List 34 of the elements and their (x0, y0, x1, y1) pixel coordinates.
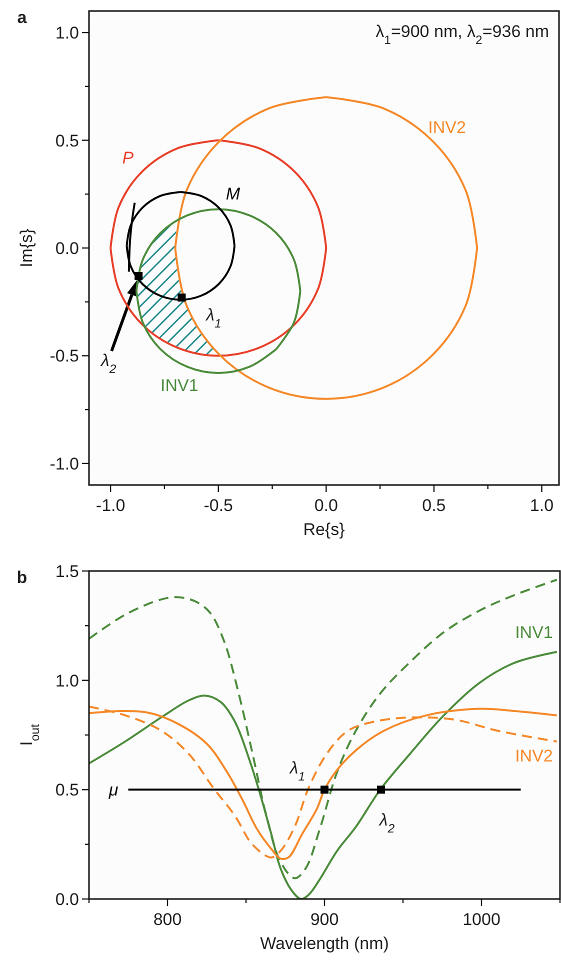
x-tick-label: 800 (153, 910, 182, 929)
y-tick-label: 0.0 (55, 239, 79, 258)
series-label: P (122, 148, 134, 168)
chart-title: b (16, 568, 28, 587)
y-tick-label: -0.5 (50, 346, 79, 366)
y-tick-label: 0.0 (55, 890, 79, 909)
chart-title: a (17, 8, 28, 27)
x-tick-label: 0.5 (422, 496, 446, 515)
annotation: λ$_{2}$ (378, 810, 395, 836)
series-label: INV1 (160, 376, 198, 396)
series-label: INV2 (515, 746, 553, 766)
x-axis-title: Wavelength (nm) (260, 934, 389, 953)
y-tick-label: 0.5 (55, 780, 79, 800)
y-tick-label: 1.0 (55, 671, 79, 690)
annotation: λ$_{1}$ (288, 758, 306, 784)
series-label: μ (108, 780, 119, 800)
annotation: λ$_{1}$ (205, 306, 222, 331)
x-tick-label: 0.0 (314, 496, 338, 515)
y-tick-label: 0.5 (55, 131, 79, 150)
x-tick-label: -0.5 (204, 496, 234, 515)
x-tick-label: 1.0 (530, 496, 554, 515)
x-axis-title: Re{s} (303, 520, 346, 539)
y-axis-title: Im{s} (17, 228, 36, 268)
x-tick-label: 1000 (462, 910, 500, 929)
x-tick-label: 900 (310, 910, 339, 929)
annotation: λ$_{2}$ (100, 351, 116, 376)
x-tick-label: -1.0 (96, 496, 126, 515)
y-tick-label: -1.0 (50, 454, 79, 474)
y-tick-label: 1.5 (55, 562, 79, 581)
series-label: INV1 (515, 622, 553, 642)
y-tick-label: 1.0 (55, 24, 79, 43)
series-label: INV2 (428, 118, 466, 138)
annotation: λ$_{1}$=900 nm, λ$_{2}$=936 nm (376, 22, 549, 47)
series-label: M (226, 184, 241, 204)
